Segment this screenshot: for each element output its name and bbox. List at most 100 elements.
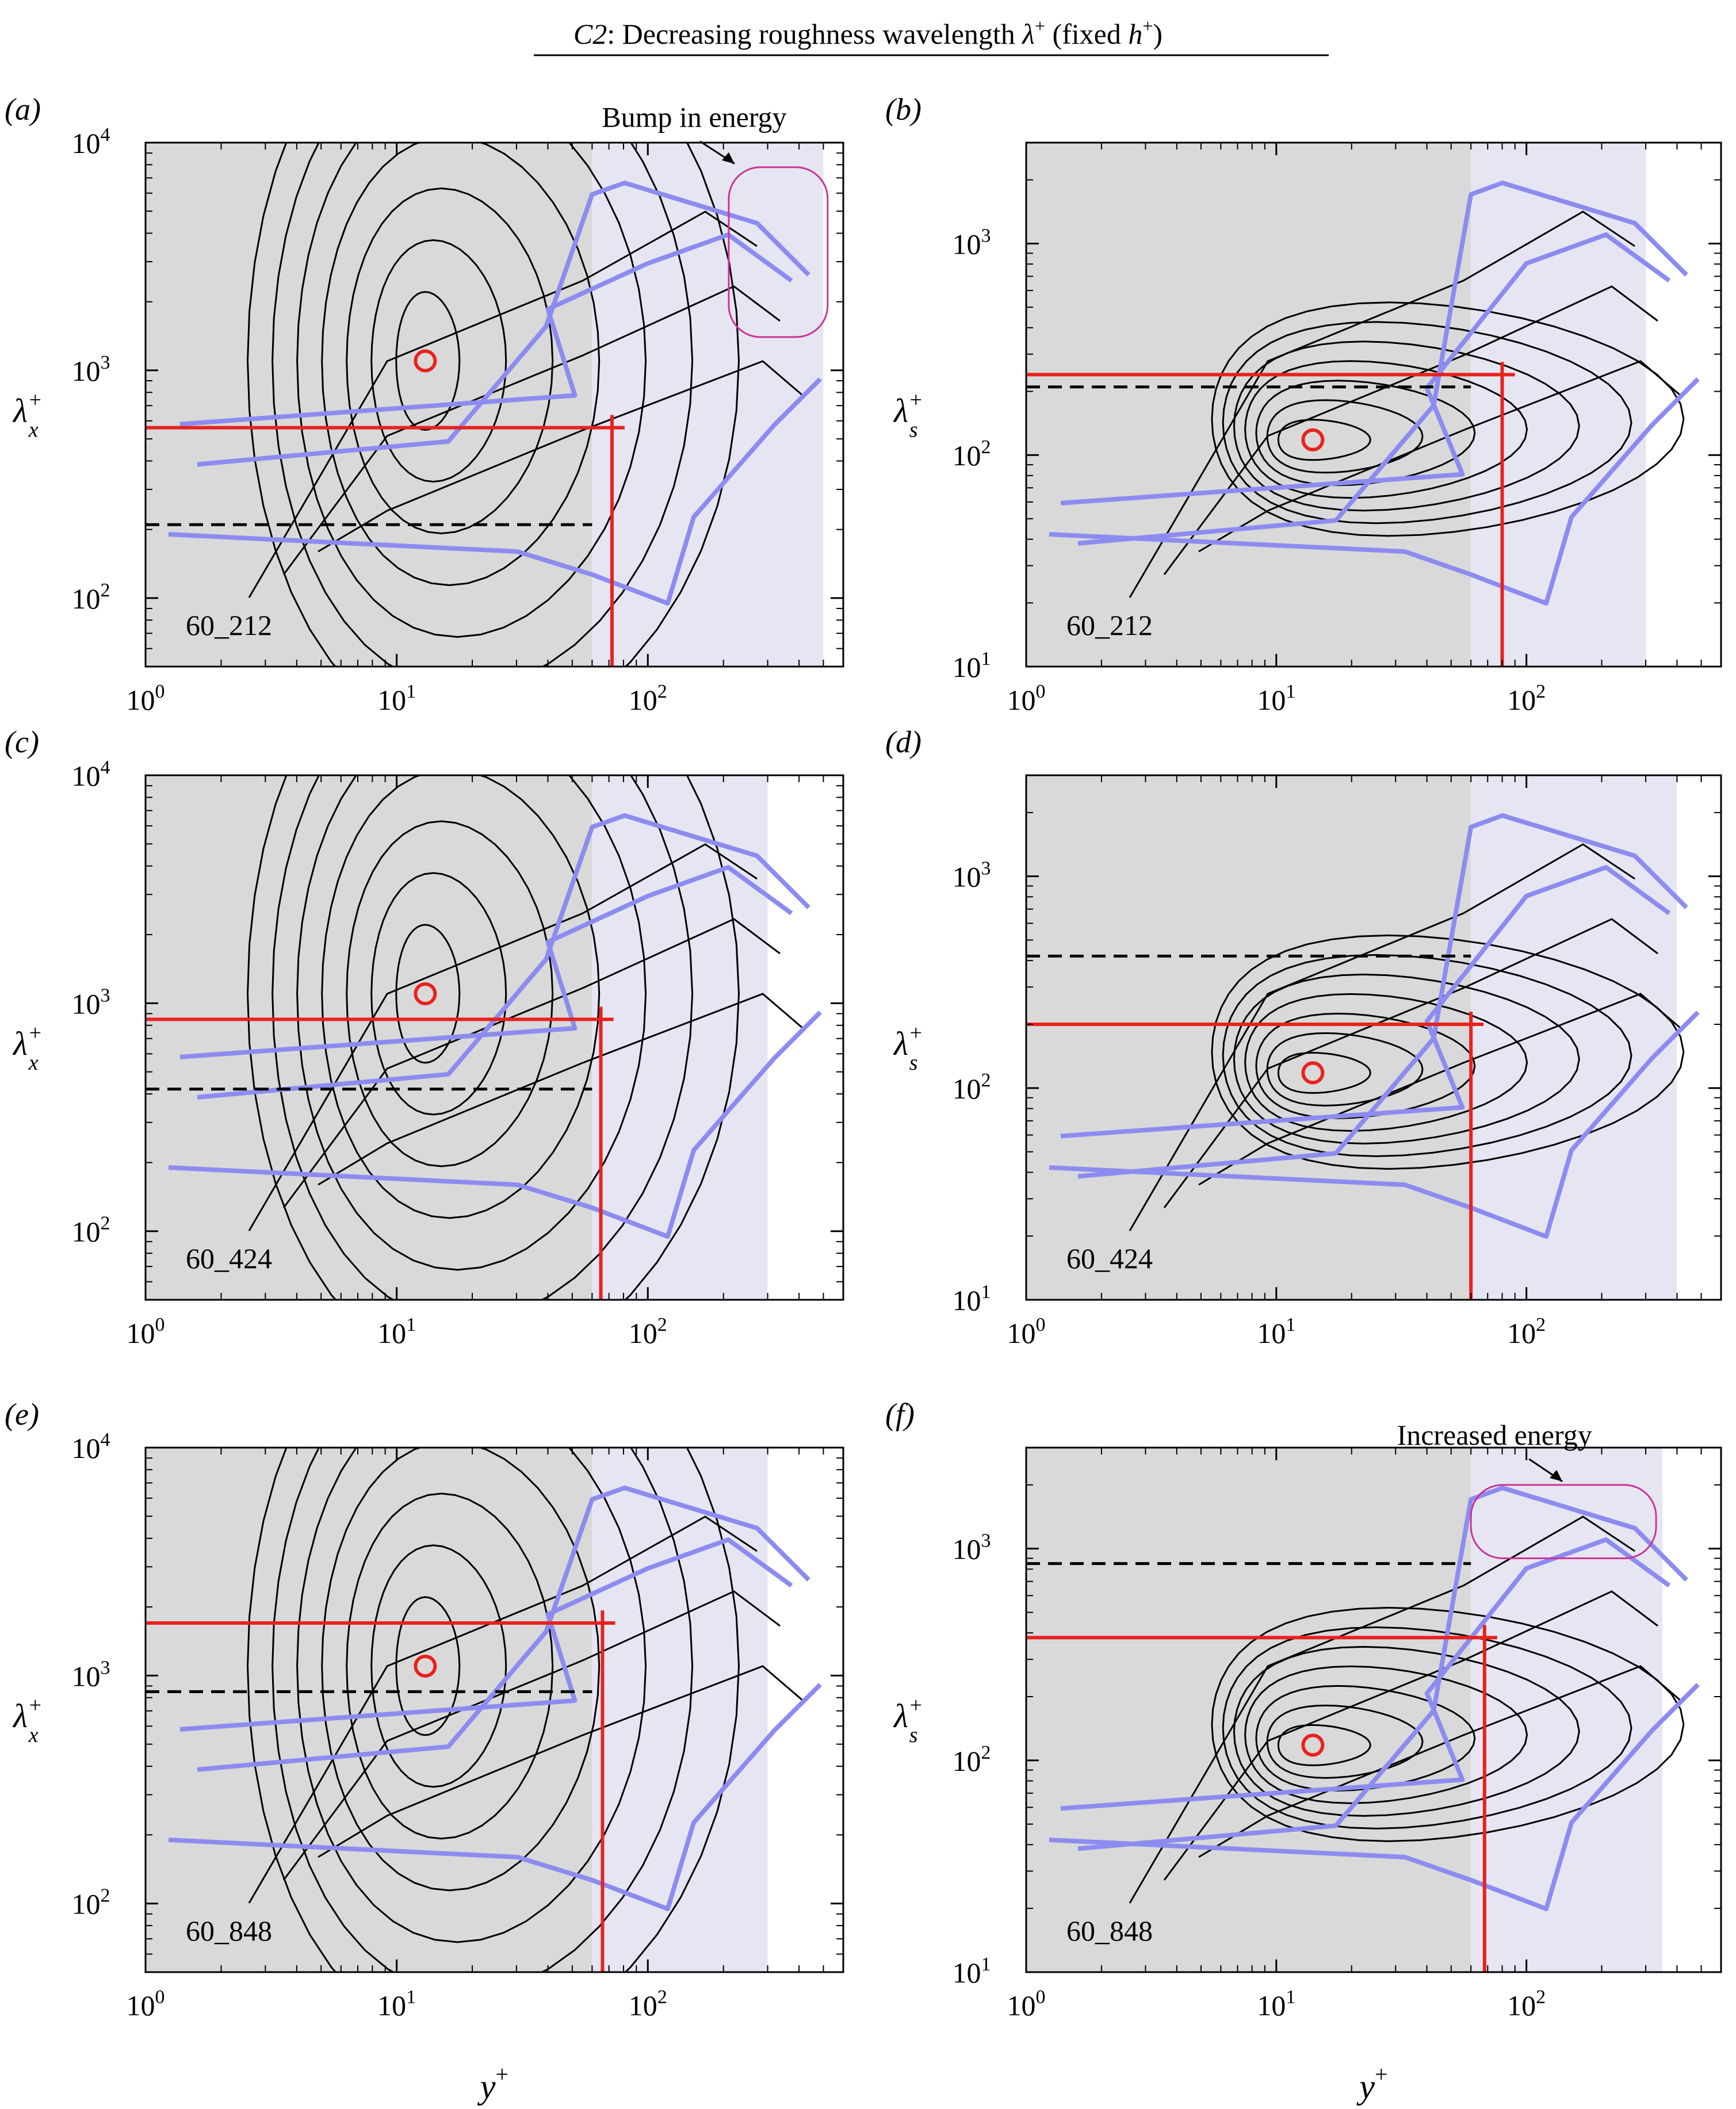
- x-tick-label-exp: 2: [1536, 1986, 1546, 2008]
- y-tick-label: 102: [953, 437, 991, 472]
- blue-contour: [168, 1683, 822, 1911]
- annotation-arrowhead: [1550, 1469, 1563, 1482]
- x-axis-sup: +: [1375, 2061, 1388, 2087]
- x-tick-label: 101: [377, 681, 416, 716]
- x-axis-label: y+: [1356, 2061, 1387, 2106]
- y-tick-label: 104: [72, 124, 110, 159]
- blue-contour: [1049, 1683, 1700, 1911]
- y-tick-label-exp: 3: [981, 858, 991, 879]
- y-axis-symbol: λ: [893, 1697, 908, 1735]
- x-tick-label-base: 10: [1507, 1317, 1536, 1349]
- blue-contour: [179, 865, 793, 1059]
- black-contour: [1211, 934, 1685, 1170]
- title-tail: (fixed: [1045, 18, 1128, 50]
- y-axis-symbol: λ: [12, 392, 28, 430]
- y-tick-label-base: 10: [72, 127, 101, 159]
- peak-marker: [1301, 1061, 1325, 1085]
- x-tick-label-base: 10: [1007, 684, 1036, 716]
- y-tick-label: 103: [953, 225, 991, 260]
- y-tick-label: 101: [953, 1281, 991, 1316]
- annotation-arrowhead: [721, 152, 735, 164]
- y-axis-sup: +: [28, 1693, 43, 1717]
- y-axis-label: λ+ x: [12, 1021, 43, 1075]
- title-symbol-sup: +: [1035, 16, 1045, 36]
- black-outer-contour: [1163, 285, 1658, 575]
- y-tick-label-exp: 3: [101, 985, 110, 1006]
- y-axis-label: λ+ x: [12, 388, 43, 442]
- x-tick-label-exp: 0: [155, 1986, 165, 2008]
- title-case: C2: [573, 18, 607, 50]
- black-contour: [1222, 954, 1632, 1157]
- black-contour: [1277, 1724, 1371, 1766]
- peak-marker: [414, 349, 437, 373]
- y-tick-label: 102: [72, 1213, 110, 1248]
- case-label: 60_212: [186, 609, 272, 641]
- x-tick-label-base: 10: [1507, 1989, 1536, 2022]
- black-contour: [296, 143, 647, 638]
- x-tick-label-exp: 0: [1036, 681, 1046, 702]
- peak-marker: [1301, 428, 1325, 451]
- x-tick-label-base: 10: [629, 1317, 657, 1349]
- blue-contour: [168, 377, 822, 606]
- panel-label: (e): [5, 1397, 39, 1431]
- x-tick-label: 102: [629, 1314, 667, 1349]
- y-axis-sup: +: [908, 388, 923, 412]
- black-outer-contour: [282, 918, 781, 1208]
- y-tick-label: 103: [953, 858, 991, 893]
- x-tick-label: 102: [1507, 1986, 1546, 2022]
- black-outer-contour: [1198, 993, 1681, 1186]
- near-wall-region: [146, 775, 592, 1300]
- y-tick-label: 101: [953, 648, 991, 683]
- outer-region: [1471, 1448, 1663, 1972]
- y-tick-label-base: 10: [953, 439, 981, 472]
- black-outer-contour: [248, 210, 758, 598]
- y-axis-sup: +: [28, 1021, 43, 1045]
- plot-frame: [144, 1446, 844, 1973]
- black-outer-contour: [1163, 1590, 1658, 1881]
- x-tick-label: 101: [377, 1314, 416, 1349]
- y-tick-label-base: 10: [953, 1745, 981, 1777]
- y-tick-label: 103: [953, 1530, 991, 1566]
- y-axis-sub: s: [909, 418, 918, 442]
- plot-area: [1026, 143, 1700, 667]
- x-tick-label: 102: [629, 681, 667, 716]
- black-outer-contour: [318, 993, 804, 1186]
- x-tick-label-base: 10: [629, 684, 657, 716]
- plot-area: [1026, 1448, 1700, 1972]
- black-outer-contour: [1163, 918, 1658, 1208]
- blue-contour: [1077, 1486, 1688, 1851]
- x-tick-label-base: 10: [1507, 684, 1536, 716]
- black-contour: [272, 1448, 694, 1972]
- y-tick-label: 102: [953, 1742, 991, 1777]
- x-tick-label-exp: 1: [406, 1314, 416, 1335]
- y-tick-label: 101: [953, 1954, 991, 1989]
- plot-area: [146, 775, 822, 1300]
- x-tick-label-base: 10: [1007, 1989, 1036, 2022]
- plot-frame: [144, 774, 844, 1301]
- x-tick-label-base: 10: [127, 684, 155, 716]
- y-axis-sub: x: [28, 1051, 39, 1075]
- blue-contour: [179, 232, 793, 427]
- black-contour: [272, 143, 694, 667]
- x-tick-label: 101: [377, 1986, 416, 2022]
- x-tick-label-base: 10: [127, 1989, 155, 2022]
- x-axis-label: y+: [477, 2061, 508, 2106]
- blue-contour: [1060, 1537, 1671, 1811]
- y-tick-label-base: 10: [953, 228, 981, 260]
- blue-contour: [168, 1011, 822, 1239]
- x-tick-label: 100: [127, 1314, 165, 1349]
- near-wall-region: [1026, 143, 1471, 667]
- black-contour: [1277, 1051, 1371, 1094]
- black-contour: [346, 1492, 554, 1840]
- x-tick-label-base: 10: [1257, 1317, 1286, 1349]
- x-tick-label-base: 10: [629, 1989, 657, 2022]
- y-tick-label-base: 10: [72, 1888, 101, 1920]
- y-tick-label-base: 10: [72, 760, 101, 792]
- black-contour: [246, 775, 740, 1300]
- black-contour: [1211, 1606, 1685, 1842]
- y-tick-label-exp: 2: [981, 1070, 991, 1091]
- y-axis-label: λ+ x: [12, 1693, 43, 1747]
- plot-area: [1026, 775, 1700, 1300]
- y-tick-label-base: 10: [72, 1216, 101, 1248]
